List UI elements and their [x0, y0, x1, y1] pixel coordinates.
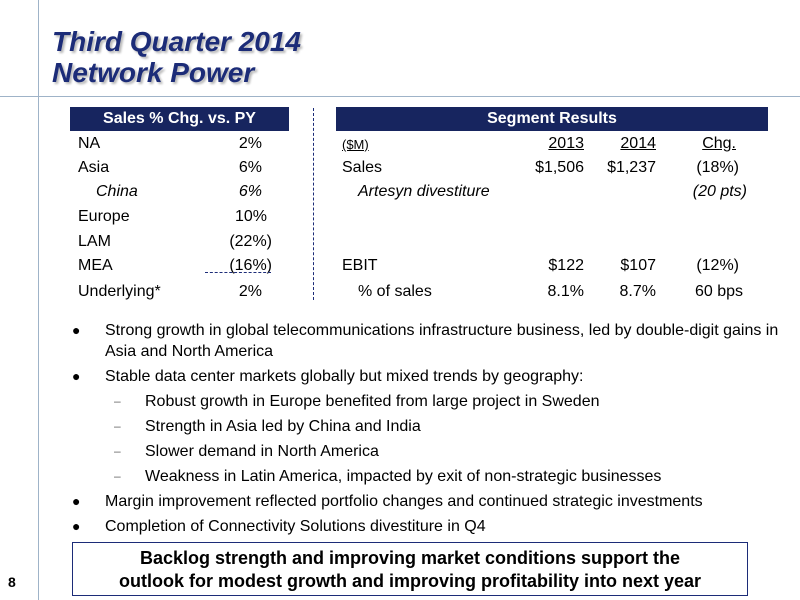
bullet-text: Completion of Connectivity Solutions div… — [105, 518, 486, 535]
bullet-item: ● Margin improvement reflected portfolio… — [62, 491, 782, 512]
dash-icon: – — [114, 394, 121, 408]
sales-row-value: 6% — [238, 183, 262, 200]
sales-row-value: 2% — [238, 283, 262, 300]
callout-line-1: Backlog strength and improving market co… — [139, 548, 681, 568]
sub-bullet-text: Weakness in Latin America, impacted by e… — [145, 468, 662, 485]
subtotal-dashed-rule — [205, 272, 271, 273]
top-rule — [0, 96, 800, 97]
sales-row-label: MEA — [78, 257, 113, 274]
segment-value-2014: $1,237 — [607, 159, 656, 176]
sub-bullet-item: – Weakness in Latin America, impacted by… — [62, 466, 782, 487]
segment-value-2014: $107 — [620, 257, 656, 274]
segment-value-2013: $1,506 — [535, 159, 584, 176]
sub-bullet-text: Strength in Asia led by China and India — [145, 418, 421, 435]
bullet-dot-icon: ● — [72, 322, 81, 338]
segment-row-label: Artesyn divestiture — [358, 183, 490, 200]
segment-results-header: Segment Results — [336, 107, 768, 131]
sales-row-label: Europe — [78, 208, 130, 225]
sales-row-value: (22%) — [229, 233, 272, 250]
bullet-item: ● Strong growth in global telecommunicat… — [62, 320, 782, 362]
segment-value-chg: (12%) — [696, 257, 739, 274]
sub-bullet-text: Robust growth in Europe benefited from l… — [145, 393, 600, 410]
dash-icon: – — [114, 419, 121, 433]
segment-row-label: EBIT — [342, 257, 378, 274]
sales-row-label: Asia — [78, 159, 110, 176]
bullet-text: Strong growth in global telecommunicatio… — [105, 322, 779, 360]
sales-row-label: China — [96, 183, 138, 200]
sales-row-label: NA — [78, 135, 101, 152]
segment-value-2013: $122 — [548, 257, 584, 274]
dash-icon: – — [114, 469, 121, 483]
bullet-text: Stable data center markets globally but … — [105, 368, 584, 385]
segment-value-chg: 60 bps — [694, 283, 743, 300]
segment-value-chg: (20 pts) — [692, 183, 747, 200]
sub-bullet-item: – Strength in Asia led by China and Indi… — [62, 416, 782, 437]
page-number: 8 — [8, 574, 16, 590]
sub-bullet-item: – Robust growth in Europe benefited from… — [62, 391, 782, 412]
unit-label: ($M) — [342, 137, 369, 152]
bullet-text: Margin improvement reflected portfolio c… — [105, 493, 703, 510]
bullet-dot-icon: ● — [72, 493, 81, 509]
sales-table-header: Sales % Chg. vs. PY — [70, 107, 289, 131]
segment-value-2014: 8.7% — [619, 283, 656, 300]
outlook-callout: Backlog strength and improving market co… — [72, 542, 748, 596]
bullet-item: ● Stable data center markets globally bu… — [62, 366, 782, 387]
sales-row-label: Underlying* — [78, 283, 161, 300]
segment-value-2013: 8.1% — [547, 283, 584, 300]
slide-title: Third Quarter 2014 Network Power — [52, 26, 301, 88]
col-header-chg: Chg. — [702, 135, 736, 152]
segment-value-chg: (18%) — [696, 159, 739, 176]
sub-bullet-item: – Slower demand in North America — [62, 441, 782, 462]
title-line-1: Third Quarter 2014 — [52, 26, 301, 57]
bullet-item: ● Completion of Connectivity Solutions d… — [62, 516, 782, 537]
col-header-2013: 2013 — [548, 135, 584, 152]
sales-row-value: 10% — [234, 208, 267, 225]
col-header-2014: 2014 — [620, 135, 656, 152]
segment-row-label: Sales — [342, 159, 383, 176]
sales-row-value: 6% — [238, 159, 262, 176]
segment-row-label: % of sales — [358, 283, 432, 300]
sales-row-value: (16%) — [229, 257, 272, 274]
bullet-list: ● Strong growth in global telecommunicat… — [62, 320, 782, 541]
dash-icon: – — [114, 444, 121, 458]
table-divider — [313, 108, 314, 300]
sales-row-label: LAM — [78, 233, 111, 250]
bullet-dot-icon: ● — [72, 518, 81, 534]
callout-line-2: outlook for modest growth and improving … — [118, 571, 702, 591]
sales-row-value: 2% — [238, 135, 262, 152]
bullet-dot-icon: ● — [72, 368, 81, 384]
left-rule — [38, 0, 39, 600]
sub-bullet-text: Slower demand in North America — [145, 443, 379, 460]
title-line-2: Network Power — [52, 57, 255, 88]
